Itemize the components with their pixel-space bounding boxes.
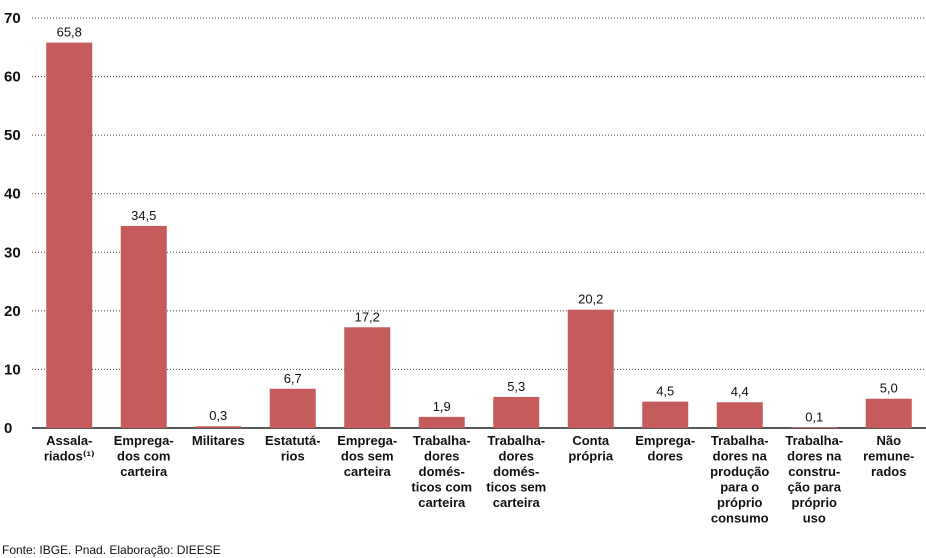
value-label: 17,2 <box>355 309 380 324</box>
x-tick-label-line: ticos com <box>411 480 472 495</box>
value-label: 4,4 <box>731 384 749 399</box>
x-tick-label: Emprega-dos com carteira <box>114 433 174 479</box>
x-tick-label-line: carteira <box>344 464 392 479</box>
x-tick-label-line: própria <box>568 449 614 464</box>
value-label: 5,3 <box>507 379 525 394</box>
x-tick-label-line: carteira <box>493 495 541 510</box>
x-tick-label-line: dores <box>499 449 534 464</box>
x-tick-label: Conta própria <box>568 433 614 464</box>
x-tick-label-line: dores na <box>787 449 842 464</box>
bar <box>567 309 614 428</box>
bar <box>418 416 465 428</box>
value-label: 6,7 <box>284 371 302 386</box>
x-tick-label: Militares <box>192 433 245 448</box>
x-tick-label: Emprega-dos sem carteira <box>337 433 397 479</box>
x-tick-label-line: próprio <box>717 495 763 510</box>
value-label: 34,5 <box>131 208 156 223</box>
x-tick-label-line: uso <box>803 511 826 526</box>
x-tick-label-line: Emprega- <box>635 433 695 448</box>
y-tick-label: 20 <box>4 303 21 320</box>
x-tick-label-line: domés- <box>419 464 465 479</box>
bar <box>865 398 912 428</box>
value-label: 0,1 <box>805 409 823 424</box>
x-tick-label: Trabalha-dores domés-ticos sem carteira <box>486 433 546 510</box>
y-tick-label: 40 <box>4 186 21 203</box>
x-tick-label-line: Trabalha- <box>413 433 471 448</box>
x-tick-label-line: ticos sem <box>486 480 546 495</box>
x-tick-label-line: riados⁽¹⁾ <box>44 449 95 464</box>
x-tick-label-line: dos com <box>117 449 170 464</box>
value-label: 20,2 <box>578 292 603 307</box>
x-tick-label-line: constru- <box>788 464 840 479</box>
x-tick-label-line: Militares <box>192 433 245 448</box>
bar <box>344 327 391 428</box>
y-tick-label: 0 <box>4 420 12 437</box>
bar <box>46 42 93 428</box>
x-tick-label: Trabalha-dores na constru-ção para próprio… <box>785 433 843 526</box>
x-tick-label-line: Trabalha- <box>785 433 843 448</box>
y-tick-label: 30 <box>4 244 21 261</box>
x-tick-label-line: Emprega- <box>114 433 174 448</box>
x-tick-label-line: rados <box>871 464 906 479</box>
bar <box>493 396 540 428</box>
bar <box>642 401 689 428</box>
x-tick-label-line: próprio <box>792 495 838 510</box>
x-tick-label-line: dos sem <box>341 449 394 464</box>
x-tick-label: Trabalha-dores na produção para o próprio co… <box>710 433 769 526</box>
x-tick-label-line: domés- <box>493 464 539 479</box>
bar <box>269 388 316 428</box>
x-tick-label-line: Emprega- <box>337 433 397 448</box>
y-tick-label: 50 <box>4 127 21 144</box>
value-label: 1,9 <box>433 399 451 414</box>
value-label: 4,5 <box>656 384 674 399</box>
y-tick-label: 60 <box>4 69 21 86</box>
x-tick-label-line: Assala- <box>46 433 92 448</box>
x-tick-label-line: consumo <box>711 511 769 526</box>
x-tick-label: Não remune-rados <box>863 433 914 479</box>
source-note: Fonte: IBGE. Pnad. Elaboração: DIEESE <box>2 543 221 557</box>
x-tick-label-line: dores <box>424 449 459 464</box>
x-tick-label-line: dores <box>648 449 683 464</box>
x-tick-label-line: Trabalha- <box>711 433 769 448</box>
x-tick-label-line: ção para <box>788 480 842 495</box>
x-tick-label: Trabalha-dores domés-ticos com carteira <box>411 433 472 510</box>
bar <box>716 402 763 428</box>
x-tick-label-line: carteira <box>418 495 466 510</box>
x-tick-label-line: rios <box>281 449 305 464</box>
x-tick-label: Assala-riados⁽¹⁾ <box>44 433 95 464</box>
value-label: 0,3 <box>209 408 227 423</box>
x-tick-label-line: remune- <box>863 449 914 464</box>
value-label: 65,8 <box>57 25 82 40</box>
bar <box>195 426 242 428</box>
value-label: 5,0 <box>880 381 898 396</box>
x-tick-label-line: Trabalha- <box>487 433 545 448</box>
y-tick-label: 70 <box>4 10 21 27</box>
bar <box>791 427 838 428</box>
x-tick-label-line: produção <box>710 464 769 479</box>
x-tick-label-line: carteira <box>120 464 168 479</box>
x-tick-label: Emprega-dores <box>635 433 695 464</box>
x-tick-label-line: Estatutá- <box>265 433 321 448</box>
x-tick-label: Estatutá-rios <box>265 433 321 464</box>
y-tick-label: 10 <box>4 361 21 378</box>
x-tick-label-line: Não <box>876 433 901 448</box>
x-tick-label-line: dores na <box>713 449 768 464</box>
bar <box>120 225 167 428</box>
x-tick-label-line: para o <box>720 480 759 495</box>
x-tick-label-line: Conta <box>572 433 610 448</box>
